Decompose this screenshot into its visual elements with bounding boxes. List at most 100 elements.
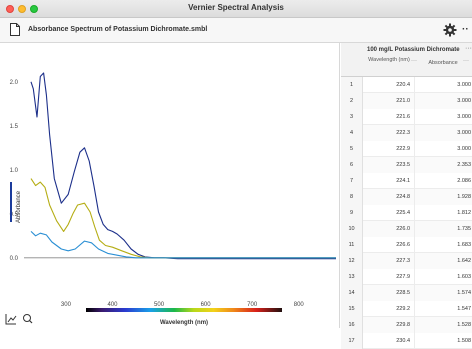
table-row[interactable]: 8 224.8 1.928	[341, 189, 472, 205]
absorbance-cell[interactable]: 1.812	[457, 210, 471, 216]
absorbance-cell[interactable]: 2.353	[415, 157, 472, 173]
table-row[interactable]: 13 227.9 1.603	[341, 269, 472, 285]
y-tick-label: 1.0	[10, 168, 19, 174]
table-row[interactable]: 16 229.8 1.528	[341, 317, 472, 333]
dataset-name[interactable]: 100 mg/L Potassium Dichromate	[367, 47, 460, 53]
spectrum-series-line	[30, 231, 336, 259]
absorbance-cell[interactable]: 1.642	[415, 253, 472, 269]
wavelength-cell[interactable]: 220.4	[363, 77, 415, 93]
wavelength-cell[interactable]: 224.8	[363, 189, 415, 205]
absorbance-cell[interactable]: 1.928	[415, 189, 472, 205]
dataset-more-button[interactable]: ···	[465, 45, 472, 52]
row-index: 11	[341, 237, 363, 253]
row-index: 4	[341, 125, 363, 141]
y-tick-label: 2.0	[10, 80, 19, 86]
minimize-window-button[interactable]	[18, 5, 26, 13]
row-index: 6	[341, 157, 363, 173]
table-row[interactable]: 15 229.2 1.547	[341, 301, 472, 317]
absorbance-cell[interactable]: 2.086	[457, 178, 471, 184]
spectrum-series-line	[30, 72, 336, 260]
row-index: 5	[341, 141, 363, 157]
wavelength-cell[interactable]: 226.0	[363, 221, 415, 237]
graph-options-icon[interactable]	[5, 314, 17, 325]
wavelength-cell[interactable]: 229.2	[363, 301, 415, 317]
wavelength-cell[interactable]: 227.3	[363, 253, 415, 269]
wavelength-cell[interactable]: 222.3	[363, 125, 415, 141]
wavelength-column-header[interactable]: Wavelength (nm)	[368, 57, 410, 63]
x-tick-label: 500	[154, 302, 165, 308]
row-index: 7	[341, 173, 363, 189]
wavelength-cell[interactable]: 221.0	[363, 93, 415, 109]
data-table[interactable]: 100 mg/L Potassium Dichromate ··· Wavele…	[341, 43, 472, 349]
wavelength-cell[interactable]: 229.8	[363, 317, 415, 333]
wavelength-cell[interactable]: 221.6	[363, 109, 415, 125]
x-tick-label: 600	[201, 302, 212, 308]
absorbance-cell[interactable]: 1.508	[457, 338, 471, 344]
table-row[interactable]: 7 224.1 2.086	[341, 173, 472, 189]
absorbance-cell[interactable]: 1.528	[415, 317, 472, 333]
absorbance-cell[interactable]: 1.547	[457, 306, 471, 312]
window-title: Vernier Spectral Analysis	[188, 3, 284, 12]
absorbance-cell[interactable]: 3.000	[415, 93, 472, 109]
table-header: 100 mg/L Potassium Dichromate ··· Wavele…	[341, 43, 472, 77]
row-index: 10	[341, 221, 363, 237]
table-row[interactable]: 6 223.5 2.353	[341, 157, 472, 173]
more-options-button[interactable]: ··	[462, 24, 469, 35]
wavelength-cell[interactable]: 226.6	[363, 237, 415, 253]
y-tick-label: 1.5	[10, 124, 19, 130]
table-row[interactable]: 4 222.3 3.000	[341, 125, 472, 141]
absorbance-column-menu[interactable]: ···	[463, 58, 469, 64]
table-row[interactable]: 2 221.0 3.000	[341, 93, 472, 109]
absorbance-cell[interactable]: 3.000	[457, 82, 471, 88]
wavelength-column-menu[interactable]: ···	[411, 58, 417, 64]
wavelength-cell[interactable]: 228.5	[363, 285, 415, 301]
absorbance-cell[interactable]: 3.000	[457, 146, 471, 152]
file-icon[interactable]	[10, 23, 20, 36]
row-index: 14	[341, 285, 363, 301]
absorbance-cell[interactable]: 3.000	[457, 114, 471, 120]
spectrum-color-bar	[86, 308, 282, 312]
row-index: 1	[341, 77, 363, 93]
wavelength-cell[interactable]: 227.9	[363, 269, 415, 285]
x-tick-label: 700	[247, 302, 258, 308]
absorbance-cell[interactable]: 3.000	[415, 125, 472, 141]
row-index: 13	[341, 269, 363, 285]
row-index: 15	[341, 301, 363, 317]
zoom-window-button[interactable]	[30, 5, 38, 13]
absorbance-chart[interactable]: 0.0 0.5 1.0 1.5 2.0 300 400 500 600 700 800 Wavelen…	[0, 43, 340, 328]
x-axis-label[interactable]: Wavelength (nm)	[160, 320, 208, 326]
row-index: 16	[341, 317, 363, 333]
close-window-button[interactable]	[6, 5, 14, 13]
table-row[interactable]: 1 220.4 3.000	[341, 77, 472, 93]
absorbance-cell[interactable]: 1.683	[457, 242, 471, 248]
series-color-key	[10, 182, 12, 222]
x-tick-label: 400	[107, 302, 118, 308]
table-row[interactable]: 3 221.6 3.000	[341, 109, 472, 125]
table-row[interactable]: 5 222.9 3.000	[341, 141, 472, 157]
wavelength-cell[interactable]: 230.4	[363, 333, 415, 349]
spectrum-series-line	[30, 178, 336, 259]
absorbance-cell[interactable]: 1.735	[415, 221, 472, 237]
table-row[interactable]: 11 226.6 1.683	[341, 237, 472, 253]
table-row[interactable]: 12 227.3 1.642	[341, 253, 472, 269]
absorbance-cell[interactable]: 1.603	[457, 274, 471, 280]
table-row[interactable]: 14 228.5 1.574	[341, 285, 472, 301]
table-row[interactable]: 9 225.4 1.812	[341, 205, 472, 221]
y-axis-label[interactable]: Absorbance	[16, 190, 22, 223]
y-tick-label: 0.5	[10, 212, 19, 218]
row-index: 9	[341, 205, 363, 221]
graph-pane[interactable]: 0.0 0.5 1.0 1.5 2.0 300 400 500 600 700 800 Wavelen…	[0, 43, 340, 328]
document-title[interactable]: Absorbance Spectrum of Potassium Dichrom…	[28, 26, 208, 33]
wavelength-cell[interactable]: 223.5	[363, 157, 415, 173]
absorbance-cell[interactable]: 1.574	[415, 285, 472, 301]
absorbance-column-header[interactable]: Absorbance	[428, 60, 458, 66]
x-tick-label: 800	[294, 302, 305, 308]
wavelength-cell[interactable]: 225.4	[363, 205, 415, 221]
gear-icon[interactable]	[443, 23, 457, 37]
zoom-icon[interactable]	[23, 314, 33, 324]
window-titlebar: Vernier Spectral Analysis	[0, 0, 472, 18]
wavelength-cell[interactable]: 222.9	[363, 141, 415, 157]
wavelength-cell[interactable]: 224.1	[363, 173, 415, 189]
table-row[interactable]: 10 226.0 1.735	[341, 221, 472, 237]
table-row[interactable]: 17 230.4 1.508	[341, 333, 472, 349]
